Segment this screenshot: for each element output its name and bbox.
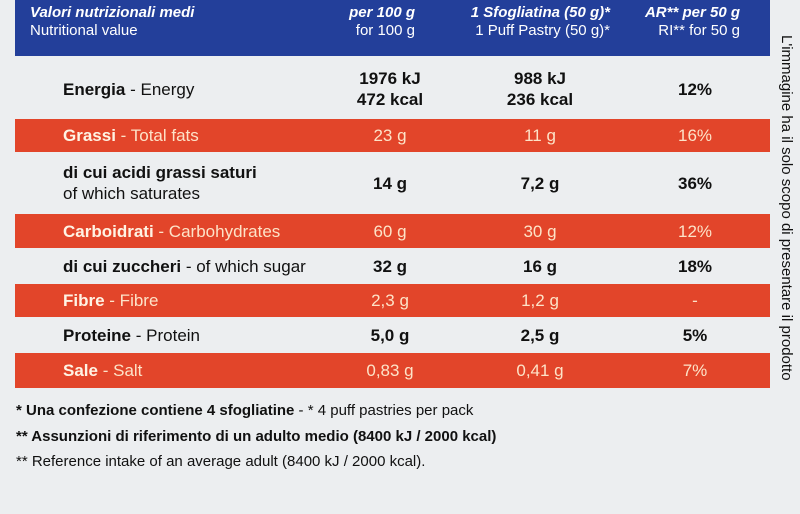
header-text: for 100 g: [355, 22, 415, 39]
footnote-bold: ** Assunzioni di riferimento di un adult…: [16, 428, 497, 445]
label-en: - Total fats: [120, 126, 199, 145]
value-cell: 14 g: [372, 173, 408, 193]
table-row: Fibre - Fibre 2,3 g 1,2 g -: [15, 284, 770, 317]
value-line: 472 kcal: [356, 90, 424, 109]
footnote: ** Reference intake of an average adult …: [16, 453, 425, 470]
label-it: di cui acidi grassi saturi: [63, 163, 257, 182]
label-en: of which saturates: [63, 184, 201, 203]
row-label: Grassi - Total fats: [63, 125, 199, 146]
label-it: Sale: [63, 361, 98, 380]
label-it: Grassi: [63, 126, 116, 145]
label-it: Proteine: [63, 325, 132, 345]
row-label: di cui acidi grassi saturi of which satur…: [63, 162, 257, 204]
header-text: 1 Sfogliatina (50 g)*: [470, 4, 610, 21]
value-cell: 23 g: [373, 126, 407, 145]
value-cell: 16%: [677, 126, 713, 145]
value-cell: 32 g: [372, 256, 408, 276]
header-band: Valori nutrizionali medi Nutritional valu…: [15, 0, 770, 56]
label-en: - Carbohydrates: [158, 221, 281, 241]
table-row: di cui zuccheri - of which sugar 32 g 16 g…: [15, 249, 770, 283]
label-en: - of which sugar: [185, 256, 306, 276]
table-row: di cui acidi grassi saturi of which satur…: [15, 153, 770, 213]
value-cell: 0,83 g: [366, 361, 414, 380]
header-text: 1 Puff Pastry (50 g)*: [475, 22, 610, 39]
value-cell: 30 g: [523, 221, 557, 241]
row-label: Sale - Salt: [63, 360, 142, 381]
header-text: Valori nutrizionali medi: [30, 4, 195, 21]
label-it: Carboidrati: [63, 221, 154, 241]
label-en: - Salt: [102, 361, 143, 380]
footnote-bold: * Una confezione contiene 4 sfogliatine: [16, 402, 295, 419]
row-label: Carboidrati - Carbohydrates: [63, 221, 280, 242]
table-row: Grassi - Total fats 23 g 11 g 16%: [15, 119, 770, 152]
value-cell: 5,0 g: [370, 325, 410, 345]
value-cell: 988 kJ 236 kcal: [460, 68, 620, 110]
value-cell: 2,5 g: [520, 325, 560, 345]
row-label: Proteine - Protein: [63, 325, 200, 346]
table-row: Energia - Energy 1976 kJ 472 kcal 988 kJ 236…: [15, 60, 770, 118]
table-row: Proteine - Protein 5,0 g 2,5 g 5%: [15, 318, 770, 352]
header-cell: AR** per 50 g RI** for 50 g: [585, 4, 740, 40]
value-cell: 7%: [682, 361, 708, 380]
row-label: di cui zuccheri - of which sugar: [63, 256, 306, 277]
table-row: Sale - Salt 0,83 g 0,41 g 7%: [15, 353, 770, 388]
header-text: per 100 g: [349, 4, 415, 21]
value-line: 1976 kJ: [359, 69, 421, 88]
value-cell: 18%: [677, 256, 713, 276]
value-cell: 0,41 g: [516, 361, 564, 380]
label-en: - Fibre: [109, 291, 159, 310]
row-label: Fibre - Fibre: [63, 290, 158, 311]
row-label: Energia - Energy: [63, 79, 194, 100]
footnote: * Una confezione contiene 4 sfogliatine …: [16, 402, 473, 419]
value-line: 236 kcal: [506, 90, 574, 109]
value-cell: 16 g: [522, 256, 558, 276]
value-cell: 1976 kJ 472 kcal: [310, 68, 470, 110]
table-row: Carboidrati - Carbohydrates 60 g 30 g 12%: [15, 214, 770, 248]
label-it: Energia: [63, 79, 126, 99]
label-it: di cui zuccheri: [63, 256, 182, 276]
footnote-text: - * 4 puff pastries per pack: [294, 402, 474, 419]
header-text: RI** for 50 g: [658, 22, 740, 39]
header-text: Nutritional value: [30, 22, 138, 39]
value-cell: 5%: [682, 325, 708, 345]
value-line: 988 kJ: [514, 69, 566, 88]
header-text: AR** per 50 g: [644, 4, 740, 21]
header-cell: per 100 g for 100 g: [295, 4, 415, 40]
footnote: ** Assunzioni di riferimento di un adult…: [16, 428, 496, 445]
value-cell: 11 g: [524, 126, 556, 145]
label-en: - Protein: [135, 325, 201, 345]
label-it: Fibre: [63, 291, 105, 310]
label-en: - Energy: [130, 79, 195, 99]
value-cell: 12%: [677, 221, 713, 241]
side-note: L'immagine ha il solo scopo di presentar…: [778, 35, 795, 381]
value-cell: 7,2 g: [520, 173, 560, 193]
value-cell: 1,2 g: [521, 291, 559, 310]
value-cell: 12%: [677, 79, 713, 99]
value-cell: -: [692, 291, 698, 310]
footnote-text: ** Reference intake of an average adult …: [16, 453, 426, 470]
value-cell: 36%: [677, 173, 713, 193]
value-cell: 60 g: [373, 221, 407, 241]
header-cell: Valori nutrizionali medi Nutritional valu…: [30, 4, 250, 40]
value-cell: 2,3 g: [371, 291, 409, 310]
header-cell: 1 Sfogliatina (50 g)* 1 Puff Pastry (50 g…: [410, 4, 610, 40]
